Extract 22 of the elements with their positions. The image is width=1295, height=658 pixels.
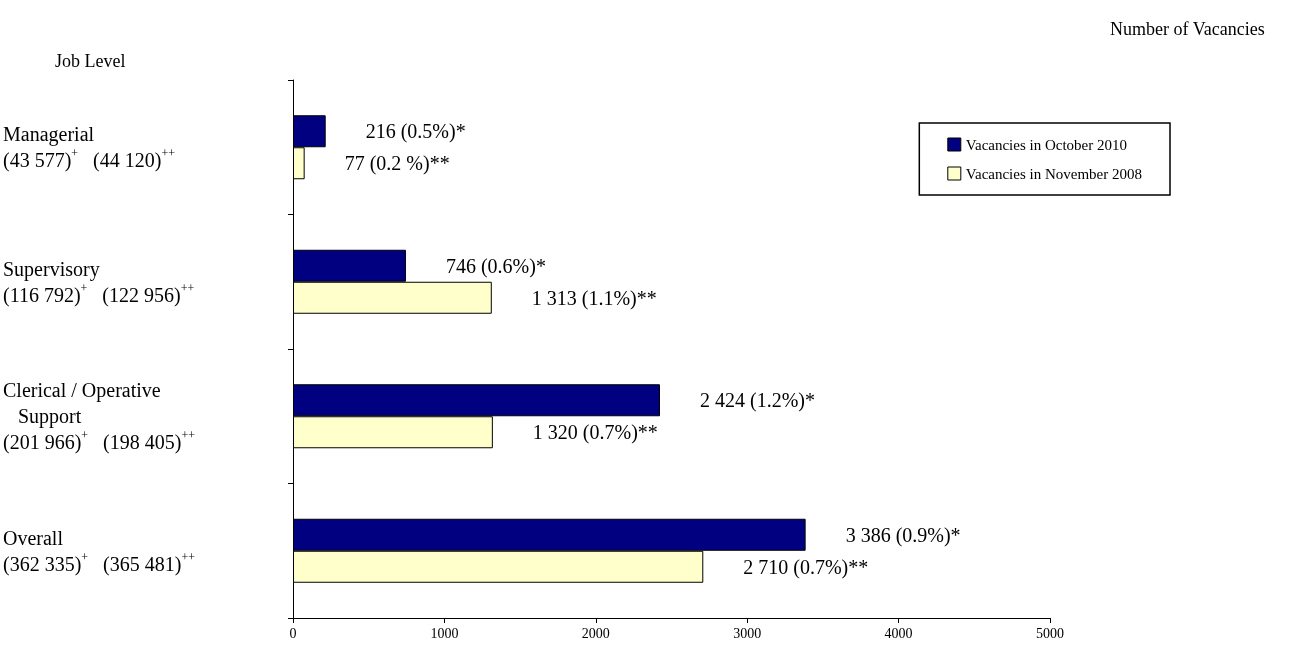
data-label: 1 320 (0.7%)** bbox=[532, 421, 658, 445]
x-tick-label: 0 bbox=[289, 625, 297, 641]
legend-label: Vacancies in November 2008 bbox=[965, 165, 1143, 182]
category-label: Overall (362 335)+ (365 481)++ bbox=[3, 526, 195, 575]
data-label: 2 710 (0.7%)** bbox=[743, 555, 869, 579]
x-tick-label: 2000 bbox=[581, 625, 610, 641]
data-label: 1 313 (1.1%)** bbox=[531, 286, 657, 310]
category-label: Supervisory (116 792)+ (122 956)++ bbox=[3, 257, 195, 306]
data-label: 216 (0.5%)* bbox=[365, 120, 466, 144]
x-tick-label: 3000 bbox=[733, 625, 762, 641]
x-tick-label: 1000 bbox=[430, 625, 459, 641]
category-label: Clerical / Operative Support (201 966)+ (198 405)++ bbox=[3, 379, 195, 454]
x-axis-title: Number of Vacancies bbox=[1110, 19, 1265, 39]
data-label: 77 (0.2 %)** bbox=[344, 152, 450, 176]
legend-label: Vacancies in October 2010 bbox=[965, 136, 1128, 153]
category-label: Managerial (43 577)+ (44 120)++ bbox=[3, 123, 175, 172]
data-label: 3 386 (0.9%)* bbox=[845, 523, 961, 547]
data-label: 746 (0.6%)* bbox=[445, 254, 546, 278]
text: Job Level bbox=[55, 51, 126, 71]
x-tick-label: 4000 bbox=[884, 625, 913, 641]
data-label: 2 424 (1.2%)* bbox=[699, 389, 815, 413]
x-tick-label: 5000 bbox=[1036, 625, 1064, 641]
